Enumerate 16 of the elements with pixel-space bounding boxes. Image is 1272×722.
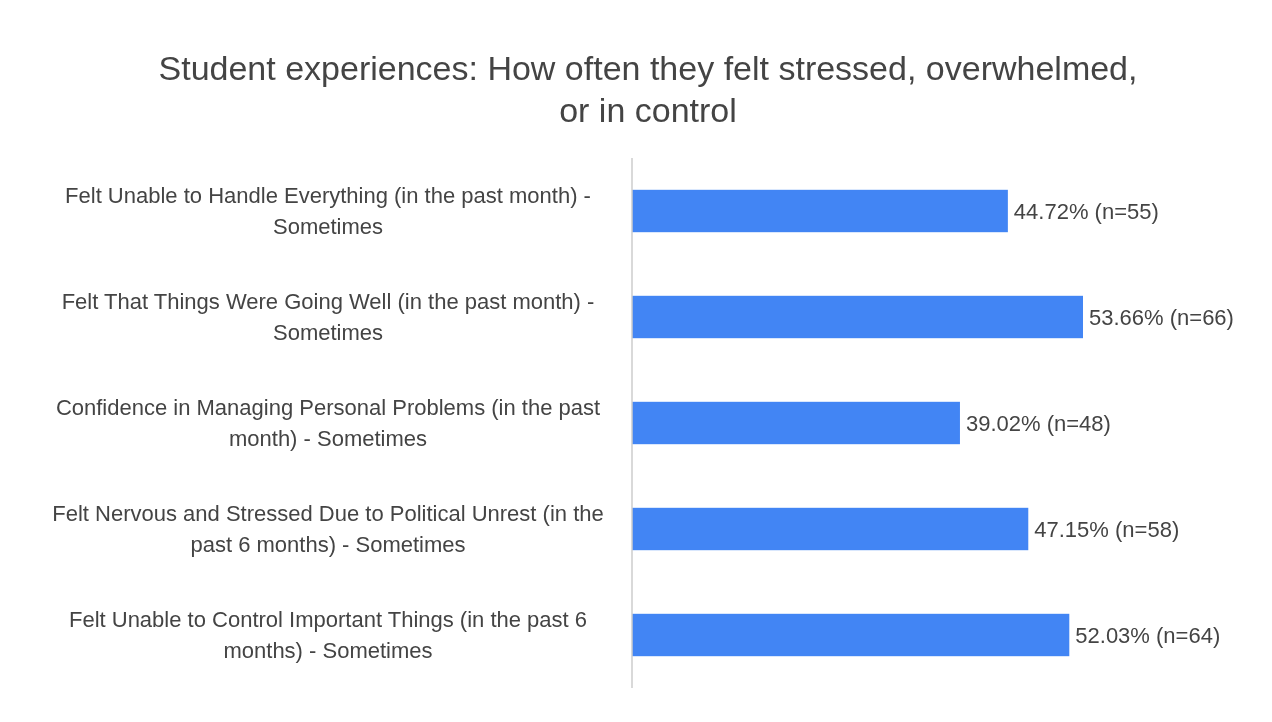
y-tick-label: Felt Nervous and Stressed Due to Political Unrest (in the past 6 months) - Sometimes — [52, 500, 604, 557]
y-tick-label: Felt Unable to Handle Everything (in the past month) - Sometimes — [65, 182, 591, 239]
y-tick-label: Felt That Things Were Going Well (in the past month) - Sometimes — [61, 288, 595, 345]
bar — [632, 189, 1008, 233]
bar — [632, 401, 960, 445]
data-label: 52.03% (n=64) — [1075, 623, 1221, 648]
y-tick-label: Felt Unable to Control Important Things (in the past 6 months) - Sometimes — [68, 606, 588, 663]
chart-title: Student experiences: How often they felt stressed, overwhelmed, or in control — [158, 49, 1138, 129]
data-label: 39.02% (n=48) — [965, 411, 1111, 436]
data-label: 44.72% (n=55) — [1013, 199, 1159, 224]
bar — [632, 613, 1070, 657]
bar — [632, 295, 1083, 339]
data-label: 53.66% (n=66) — [1089, 305, 1234, 330]
bar — [632, 507, 1029, 551]
data-label: 47.15% (n=58) — [1034, 517, 1180, 542]
y-tick-label: Confidence in Managing Personal Problems (in the past month) - Sometimes — [55, 394, 601, 451]
